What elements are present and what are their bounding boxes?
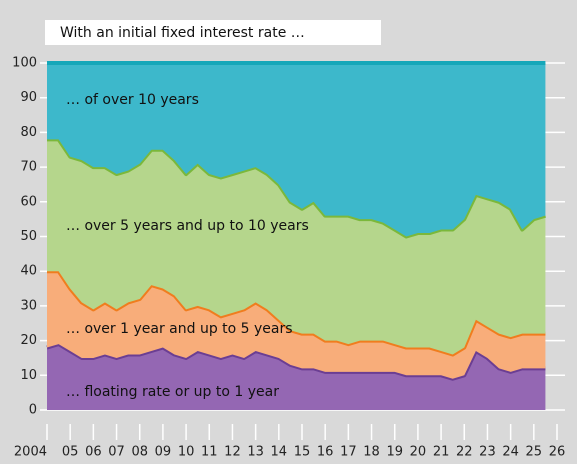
y-tick-label: 20 bbox=[20, 333, 37, 348]
x-tick-label: 16 bbox=[317, 445, 334, 460]
series-label: … floating rate or up to 1 year bbox=[66, 384, 279, 400]
chart-title: With an initial fixed interest rate … bbox=[60, 25, 305, 41]
x-tick-label: 08 bbox=[131, 445, 148, 460]
x-tick-label: 26 bbox=[549, 445, 566, 460]
y-tick-label: 60 bbox=[20, 194, 37, 209]
x-tick-label: 13 bbox=[247, 445, 264, 460]
x-tick-label: 05 bbox=[62, 445, 79, 460]
x-tick-label: 23 bbox=[479, 445, 496, 460]
title-box bbox=[45, 20, 381, 45]
area bbox=[47, 271, 546, 379]
y-tick-label: 100 bbox=[12, 56, 37, 71]
y-tick-label: 50 bbox=[20, 229, 37, 244]
series-label: … over 1 year and up to 5 years bbox=[66, 321, 293, 337]
y-tick-label: 90 bbox=[20, 90, 37, 105]
x-tick-label: 09 bbox=[155, 445, 172, 460]
x-tick-label: 20 bbox=[410, 445, 427, 460]
x-tick-label: 15 bbox=[294, 445, 311, 460]
x-tick-label: 06 bbox=[85, 445, 102, 460]
y-tick-label: 0 bbox=[29, 403, 37, 418]
x-tick-label: 22 bbox=[456, 445, 473, 460]
area bbox=[47, 63, 546, 237]
y-tick-label: 40 bbox=[20, 264, 37, 279]
x-tick-label: 10 bbox=[178, 445, 195, 460]
x-tick-label: 25 bbox=[526, 445, 543, 460]
x-tick-label: 11 bbox=[201, 445, 218, 460]
x-tick-label: 14 bbox=[271, 445, 288, 460]
x-tick-label: 18 bbox=[363, 445, 380, 460]
x-tick-label: 17 bbox=[340, 445, 357, 460]
y-tick-label: 80 bbox=[20, 125, 37, 140]
x-tick-label: 2004 bbox=[14, 445, 47, 460]
series-label: … of over 10 years bbox=[66, 92, 199, 108]
y-tick-label: 10 bbox=[20, 368, 37, 383]
x-tick-label: 19 bbox=[386, 445, 403, 460]
y-tick-label: 70 bbox=[20, 160, 37, 175]
x-tick-label: 12 bbox=[224, 445, 241, 460]
x-tick-label: 24 bbox=[502, 445, 519, 460]
x-tick-label: 07 bbox=[108, 445, 125, 460]
area bbox=[47, 344, 546, 410]
x-tick-label: 21 bbox=[433, 445, 450, 460]
series-label: … over 5 years and up to 10 years bbox=[66, 218, 309, 234]
y-tick-label: 30 bbox=[20, 298, 37, 313]
area bbox=[47, 139, 546, 355]
